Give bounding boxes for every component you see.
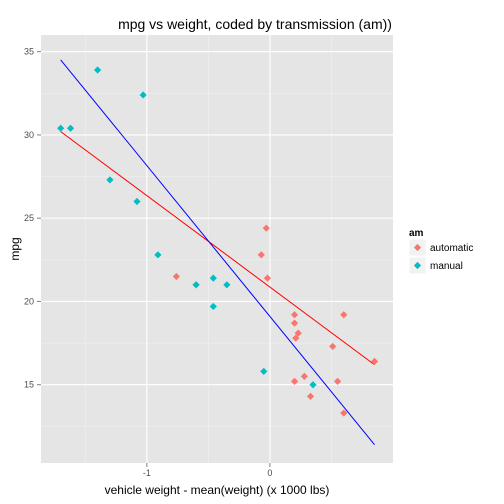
legend-label-manual: manual [430,261,463,272]
point-manual [66,124,75,132]
plot-panel [41,35,393,463]
y-axis-title: mpg [8,237,22,260]
point-automatic [329,342,337,351]
legend-title: am [409,228,424,239]
x-tick-label: -1 [143,468,151,478]
point-automatic [294,329,302,337]
point-automatic [340,311,348,319]
y-tick-label: 30 [24,130,34,140]
fit-line-manual [60,59,375,445]
y-tick-label: 15 [24,380,34,390]
point-automatic [262,224,270,232]
point-manual [154,251,162,259]
point-manual [94,66,102,74]
point-automatic [300,372,308,381]
point-automatic [172,272,180,281]
point-automatic [290,377,299,385]
fit-lines [60,59,375,445]
point-automatic [334,377,342,385]
point-manual [57,124,65,132]
chart-title: mpg vs weight, coded by transmission (am… [118,16,392,32]
point-automatic [263,274,272,282]
point-manual [309,381,317,389]
point-automatic [290,319,299,327]
legend-label-automatic: automatic [430,243,473,254]
point-automatic [257,251,265,259]
y-tick-label: 25 [24,213,34,223]
point-automatic [340,409,348,417]
y-axis-ticks: 15 20 25 30 35 [24,47,41,390]
x-tick-label: 0 [267,468,272,478]
y-tick-label: 20 [24,296,34,306]
legend: am automatic manual [408,228,473,275]
legend-marker-manual [413,261,422,270]
minor-grid [41,35,393,463]
major-grid [41,35,393,463]
data-points [57,66,379,417]
point-manual [209,302,217,311]
point-automatic [290,311,299,319]
legend-marker-automatic [413,243,422,252]
fit-line-automatic [60,131,375,366]
point-automatic [306,392,315,400]
point-manual [209,274,217,282]
x-axis-ticks: -1 0 [143,463,272,478]
point-manual [223,281,231,289]
point-automatic [292,334,300,342]
x-axis-title: vehicle weight - mean(weight) (x 1000 lb… [105,483,330,497]
point-manual [133,197,141,206]
point-manual [192,281,200,289]
point-manual [139,91,147,99]
point-manual [260,367,268,376]
y-tick-label: 35 [24,47,34,57]
point-automatic [370,357,379,366]
point-manual [106,176,114,184]
